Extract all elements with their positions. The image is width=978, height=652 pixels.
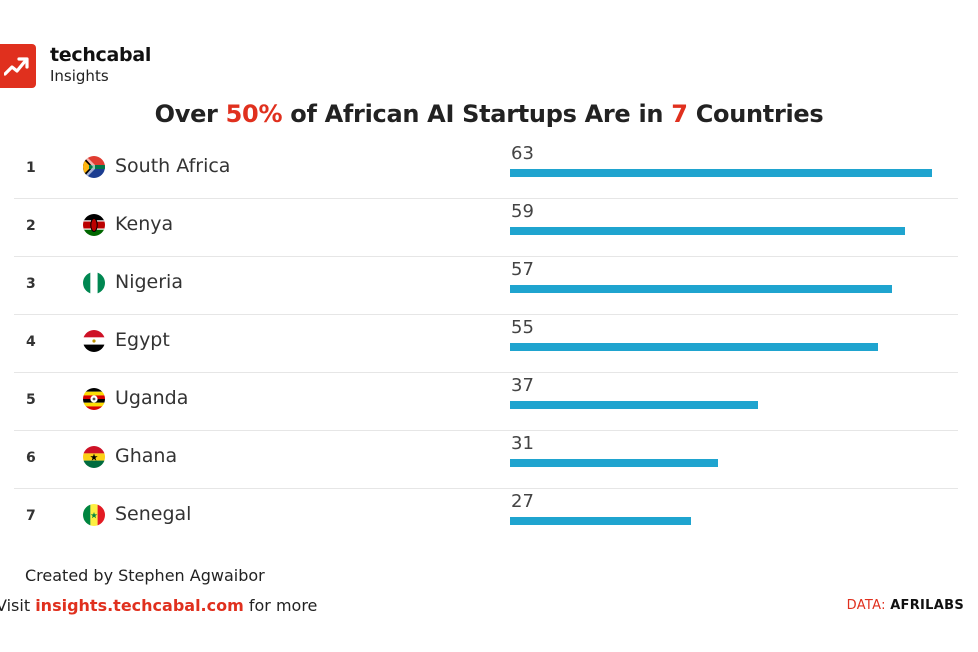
data-label: 27 (511, 491, 534, 512)
chart-row: 4 Egypt 55 (0, 315, 978, 373)
chart-row: 3 Nigeria 57 (0, 257, 978, 315)
visit-suffix: for more (243, 596, 318, 615)
bar (510, 459, 718, 467)
visit-text: Visit insights.techcabal.com for more (0, 596, 317, 615)
bar (510, 343, 878, 351)
bar (510, 169, 932, 177)
title-part: Countries (687, 100, 824, 128)
south-africa-flag-icon (83, 156, 105, 178)
category-label: Nigeria (115, 271, 183, 293)
nigeria-flag-icon (83, 272, 105, 294)
bar (510, 227, 905, 235)
rank-label: 5 (26, 392, 36, 408)
bar (510, 285, 892, 293)
senegal-flag-icon (83, 504, 105, 526)
chart-row: 2 Kenya 59 (0, 199, 978, 257)
title-part: of African AI Startups Are in (282, 100, 672, 128)
data-label: 37 (511, 375, 534, 396)
category-label: South Africa (115, 155, 231, 177)
bar (510, 517, 691, 525)
data-label: 31 (511, 433, 534, 454)
rank-label: 4 (26, 334, 36, 350)
data-label: 55 (511, 317, 534, 338)
rank-label: 3 (26, 276, 36, 292)
title-highlight-count: 7 (671, 100, 688, 128)
visit-prefix: Visit (0, 596, 31, 615)
row-divider (14, 198, 958, 199)
website-link[interactable]: insights.techcabal.com (35, 596, 244, 615)
row-divider (14, 256, 958, 257)
credit-text: Created by Stephen Agwaibor (25, 566, 265, 585)
category-label: Senegal (115, 503, 192, 525)
data-label: 63 (511, 143, 534, 164)
category-label: Egypt (115, 329, 170, 351)
data-label: 57 (511, 259, 534, 280)
chart-row: 6 Ghana 31 (0, 431, 978, 489)
category-label: Uganda (115, 387, 189, 409)
source-name: AFRILABS (890, 598, 964, 613)
category-label: Kenya (115, 213, 174, 235)
row-divider (14, 314, 958, 315)
title-highlight-percent: 50% (225, 100, 283, 128)
bar (510, 401, 758, 409)
rank-label: 6 (26, 450, 36, 466)
title-part: Over (154, 100, 226, 128)
chart-title: Over 50% of African AI Startups Are in 7… (0, 100, 978, 128)
kenya-flag-icon (83, 214, 105, 236)
rank-label: 1 (26, 160, 36, 176)
data-label: 59 (511, 201, 534, 222)
egypt-flag-icon (83, 330, 105, 352)
row-divider (14, 488, 958, 489)
category-label: Ghana (115, 445, 178, 467)
chart-row: 5 Uganda 37 (0, 373, 978, 431)
rank-label: 2 (26, 218, 36, 234)
rank-label: 7 (26, 508, 36, 524)
chart-row: 7 Senegal 27 (0, 489, 978, 547)
brand-subtitle: Insights (50, 67, 109, 85)
trend-arrow-icon (0, 44, 36, 88)
data-source: DATA: AFRILABS (847, 598, 964, 613)
source-label: DATA: (846, 598, 891, 613)
row-divider (14, 430, 958, 431)
row-divider (14, 372, 958, 373)
chart-row: 1 South Africa 63 (0, 141, 978, 199)
uganda-flag-icon (83, 388, 105, 410)
brand-name: techcabal (50, 44, 152, 66)
ghana-flag-icon (83, 446, 105, 468)
